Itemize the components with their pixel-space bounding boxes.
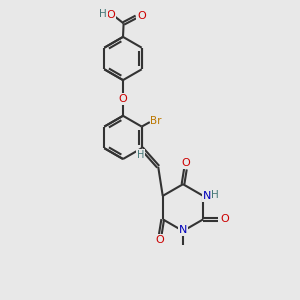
Text: H: H	[137, 150, 145, 160]
Text: H: H	[99, 9, 107, 20]
Text: O: O	[118, 94, 127, 104]
Text: O: O	[106, 10, 115, 20]
Text: O: O	[182, 158, 190, 168]
Text: H: H	[212, 190, 219, 200]
Text: O: O	[155, 235, 164, 245]
Text: N: N	[179, 225, 187, 235]
Text: O: O	[137, 11, 146, 21]
Text: Br: Br	[150, 116, 162, 126]
Text: N: N	[203, 191, 211, 201]
Text: O: O	[220, 214, 229, 224]
